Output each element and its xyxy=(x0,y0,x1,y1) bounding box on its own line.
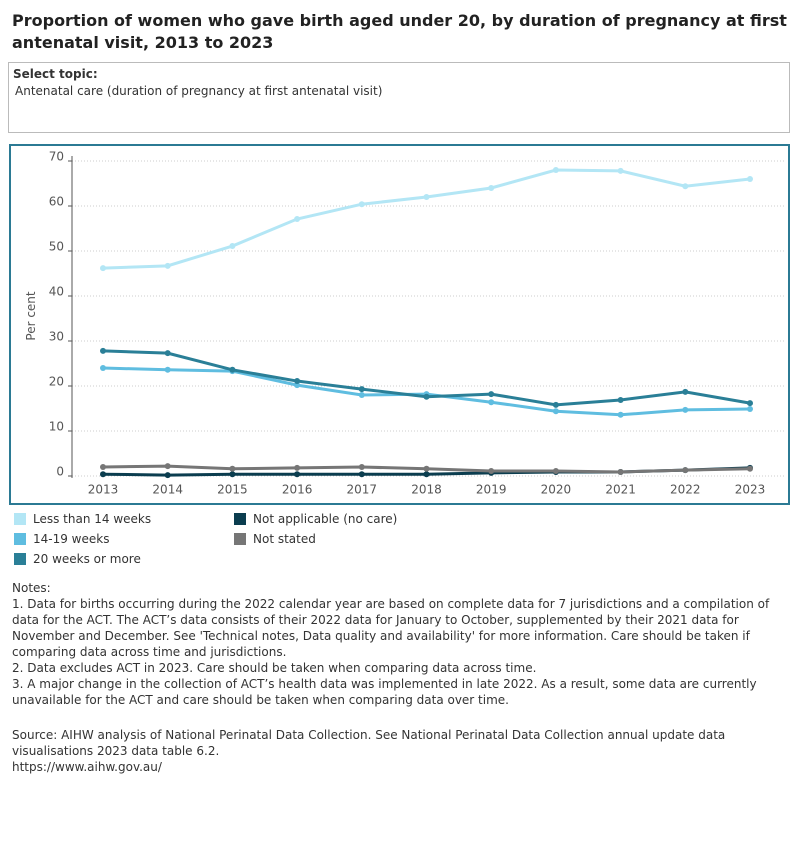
data-point xyxy=(488,468,495,475)
data-point xyxy=(358,464,365,470)
data-point xyxy=(164,262,171,269)
data-point xyxy=(100,347,106,354)
data-point xyxy=(617,167,624,174)
data-point xyxy=(747,405,753,412)
data-point xyxy=(617,468,624,475)
data-point xyxy=(100,471,106,478)
legend-label: Not applicable (no care) xyxy=(253,512,398,526)
data-point xyxy=(164,350,171,357)
title: Proportion of women who gave birth aged … xyxy=(12,11,787,52)
data-point xyxy=(229,465,236,472)
note: 1. Data for births occurring during the … xyxy=(12,597,770,659)
data-point xyxy=(617,396,624,403)
x-tick-label: 2020 xyxy=(541,483,572,497)
filter-label: Select topic: xyxy=(13,67,98,81)
legend-label: Not stated xyxy=(253,532,316,546)
data-point xyxy=(294,464,301,471)
x-tick-label: 2017 xyxy=(347,483,378,497)
data-point xyxy=(552,167,559,173)
data-point xyxy=(100,365,106,371)
x-tick-label: 2013 xyxy=(88,483,119,497)
data-point xyxy=(294,216,301,223)
x-tick-label: 2016 xyxy=(282,483,313,497)
notes: Notes: 1. Data for births occurring duri… xyxy=(12,580,790,708)
y-tick-label: 0 xyxy=(56,465,64,479)
data-point xyxy=(229,471,236,478)
data-point xyxy=(552,401,559,408)
legend-swatch xyxy=(14,533,26,545)
legend-label: 20 weeks or more xyxy=(33,552,141,566)
legend: Less than 14 weeks 14-19 weeks 20 weeks or… xyxy=(14,512,514,572)
data-point xyxy=(358,201,365,208)
y-tick-label: 50 xyxy=(49,240,64,254)
data-point xyxy=(423,393,430,400)
legend-item[interactable]: 20 weeks or more xyxy=(14,552,141,566)
data-point xyxy=(747,465,753,472)
topic-filter[interactable]: Select topic: Antenatal care (duration o… xyxy=(8,62,790,133)
legend-item[interactable]: Not stated xyxy=(234,532,316,546)
note: 3. A major change in the collection of A… xyxy=(12,677,757,707)
source-text: Source: AIHW analysis of National Perina… xyxy=(12,728,726,758)
y-tick-label: 30 xyxy=(49,330,64,344)
chart: Per cent 0 10 20 30 40 50 60 70 2013 2014 2015 2016… xyxy=(24,150,786,497)
y-tick-label: 70 xyxy=(49,150,64,164)
data-point xyxy=(747,176,753,182)
data-point xyxy=(552,408,559,415)
data-point xyxy=(164,463,171,470)
legend-item[interactable]: Not applicable (no care) xyxy=(234,512,397,526)
data-point xyxy=(488,399,495,406)
filter-value[interactable]: Antenatal care (duration of pregnancy at… xyxy=(15,84,383,98)
legend-label: Less than 14 weeks xyxy=(33,512,152,526)
data-point xyxy=(617,411,624,418)
x-tick-label: 2023 xyxy=(735,483,766,497)
legend-swatch xyxy=(14,513,26,525)
series-line xyxy=(102,168,751,270)
legend-swatch xyxy=(234,513,246,525)
data-point xyxy=(358,386,365,393)
data-point xyxy=(682,406,689,413)
data-point xyxy=(229,243,236,250)
x-tick-label: 2021 xyxy=(605,483,636,497)
source: Source: AIHW analysis of National Perina… xyxy=(12,727,790,775)
x-tick-label: 2022 xyxy=(670,483,701,497)
notes-heading: Notes: xyxy=(12,581,51,595)
legend-swatch xyxy=(14,553,26,565)
x-tick-label: 2014 xyxy=(152,483,183,497)
legend-label: 14-19 weeks xyxy=(33,532,110,546)
data-point xyxy=(100,464,106,470)
data-point xyxy=(358,392,365,398)
data-point xyxy=(100,265,106,272)
data-point xyxy=(682,467,689,474)
data-point xyxy=(747,400,753,407)
legend-item[interactable]: Less than 14 weeks xyxy=(14,512,151,526)
data-point xyxy=(423,194,430,200)
legend-swatch xyxy=(234,533,246,545)
data-point xyxy=(488,391,495,398)
x-tick-label: 2018 xyxy=(411,483,442,497)
y-tick-label: 60 xyxy=(49,195,64,209)
source-url[interactable]: https://www.aihw.gov.au/ xyxy=(12,760,162,774)
data-point xyxy=(423,465,430,472)
data-point xyxy=(229,366,236,373)
data-point xyxy=(164,472,171,479)
chart-frame: Per cent 0 10 20 30 40 50 60 70 2013 2014 2015 2016… xyxy=(9,144,790,505)
note: 2. Data excludes ACT in 2023. Care shoul… xyxy=(12,661,537,675)
data-point xyxy=(358,471,365,478)
y-tick-label: 10 xyxy=(49,420,64,434)
data-point xyxy=(294,471,301,478)
data-point xyxy=(164,366,171,373)
y-axis-label: Per cent xyxy=(24,291,38,341)
y-tick-label: 20 xyxy=(49,375,64,389)
data-point xyxy=(682,388,689,395)
data-point xyxy=(552,468,559,475)
legend-item[interactable]: 14-19 weeks xyxy=(14,532,109,546)
data-point xyxy=(294,378,301,385)
data-point xyxy=(682,183,689,190)
data-point xyxy=(423,471,430,478)
data-point xyxy=(488,185,495,191)
y-tick-label: 40 xyxy=(49,285,64,299)
x-tick-label: 2015 xyxy=(217,483,248,497)
x-tick-label: 2019 xyxy=(476,483,507,497)
